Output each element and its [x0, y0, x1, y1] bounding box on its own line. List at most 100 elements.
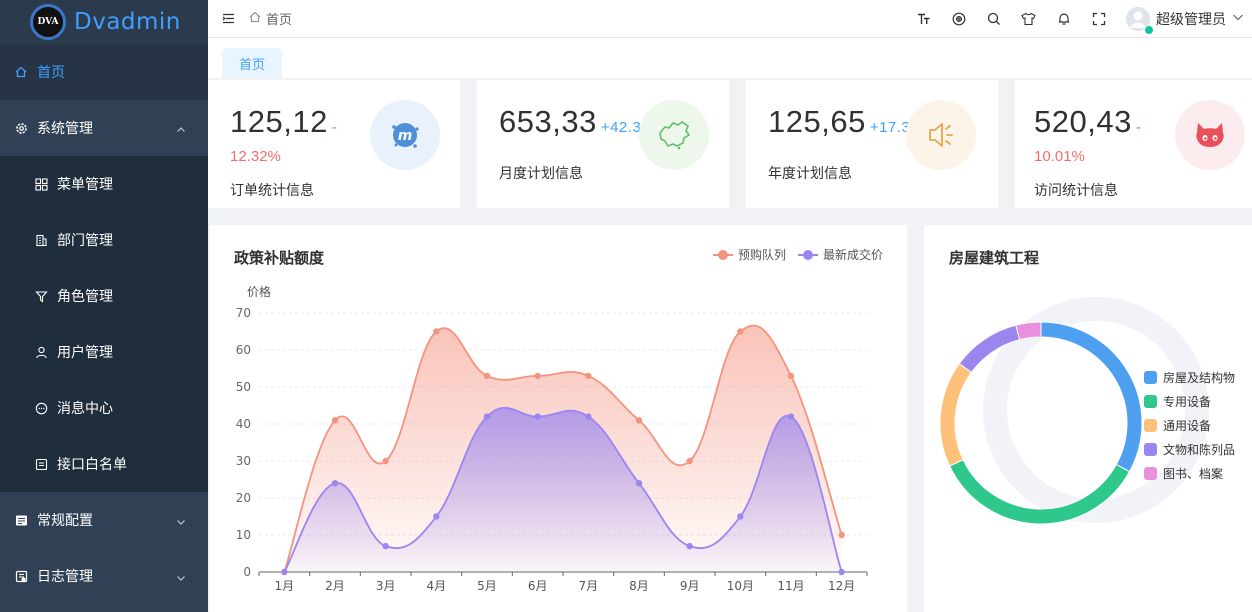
data-point: [483, 372, 491, 380]
legend-item[interactable]: 最新成交价: [797, 246, 883, 263]
y-tick-label: 70: [236, 306, 251, 320]
sidebar-item-label: 系统管理: [37, 120, 93, 136]
pie-legend-item[interactable]: 文物和陈列品: [1144, 437, 1235, 461]
stat-label: 访问统计信息: [1034, 182, 1118, 198]
y-tick-label: 40: [236, 417, 251, 431]
data-point: [737, 328, 744, 335]
data-point: [382, 457, 389, 465]
y-tick-label: 10: [236, 528, 251, 542]
app-name: Dvadmin: [74, 9, 181, 35]
y-tick-label: 50: [236, 380, 251, 394]
stat-delta: +42.32: [600, 119, 651, 136]
sidebar-item-role-manage[interactable]: 角色管理: [0, 268, 208, 324]
y-axis-label: 价格: [247, 284, 271, 299]
pie-legend-item[interactable]: 专用设备: [1144, 389, 1235, 413]
chevron-up-icon: [176, 122, 186, 138]
legend-swatch: [1144, 370, 1157, 384]
sidebar-item-label: 菜单管理: [57, 176, 113, 192]
role-icon: [34, 289, 48, 303]
pie-legend-item[interactable]: 图书、档案: [1144, 461, 1235, 485]
data-point: [585, 413, 592, 420]
chevron-down-icon: [176, 514, 186, 530]
pie-legend-item[interactable]: 通用设备: [1144, 413, 1235, 437]
avatar[interactable]: [1126, 7, 1154, 35]
stat-card-yearly: 125,65 +17.32 年度计划信息: [746, 80, 998, 208]
home-icon: [249, 10, 261, 28]
sidebar-item-home[interactable]: 首页: [0, 44, 208, 100]
tags-view: 首页: [208, 38, 1252, 78]
grid-icon: [34, 177, 48, 191]
stat-label: 订单统计信息: [230, 182, 314, 198]
x-tick-label: 10月: [727, 579, 754, 593]
sidebar-item-system[interactable]: 系统管理: [0, 100, 208, 156]
legend-swatch: [1144, 394, 1157, 408]
chart-title: 房屋建筑工程: [949, 250, 1040, 267]
y-tick-label: 60: [236, 343, 251, 357]
logo-badge: DVA: [30, 4, 66, 40]
x-tick-label: 4月: [427, 579, 447, 593]
donut-chart: [939, 297, 1209, 525]
stat-delta: -: [331, 119, 338, 136]
legend-swatch: [1144, 442, 1157, 456]
legend-item[interactable]: 预购队列: [712, 246, 786, 263]
donut-slice: [939, 362, 973, 467]
legend-label: 预购队列: [737, 248, 786, 262]
donut-slice: [1015, 321, 1042, 341]
data-point: [281, 568, 288, 576]
stat-delta-percent: 10.01%: [1034, 148, 1085, 165]
logo[interactable]: DVA Dvadmin: [0, 0, 208, 44]
sidebar-item-api-whitelist[interactable]: 接口白名单: [0, 436, 208, 492]
legend-label: 房屋及结构物: [1163, 370, 1236, 385]
stat-label: 年度计划信息: [768, 165, 852, 181]
legend-label: 通用设备: [1163, 418, 1212, 433]
stat-delta: -: [1135, 119, 1142, 136]
donut-slice: [1040, 321, 1143, 473]
data-point: [787, 372, 795, 380]
config-icon: [14, 513, 28, 527]
stat-value: 125,65 +17.32: [768, 104, 920, 139]
x-tick-label: 12月: [828, 579, 855, 593]
sidebar-item-config[interactable]: 常规配置: [0, 492, 208, 548]
x-tick-label: 5月: [477, 579, 497, 593]
area-chart: 价格 0 10 20 30 40 50 60 70 1月 2月 3月 4月 5月 6月 7月 8月 9月 10月 11…: [236, 284, 868, 593]
y-tick-label: 30: [236, 454, 251, 468]
sidebar-item-label: 用户管理: [57, 344, 113, 360]
data-point: [331, 417, 339, 424]
bell-icon[interactable]: [1046, 0, 1081, 38]
tab-home[interactable]: 首页: [222, 48, 282, 78]
speaker-icon: [906, 100, 976, 170]
sidebar-item-menu-manage[interactable]: 菜单管理: [0, 156, 208, 212]
chart-title: 政策补贴额度: [234, 250, 325, 267]
sidebar-item-user-manage[interactable]: 用户管理: [0, 324, 208, 380]
data-point: [483, 413, 491, 420]
user-icon: [34, 345, 48, 359]
sidebar-item-label: 首页: [37, 64, 65, 80]
online-status-dot: [1144, 25, 1154, 35]
stat-value: 653,33 +42.32: [499, 104, 651, 139]
data-point: [635, 417, 643, 424]
font-size-icon[interactable]: [906, 0, 941, 38]
series-line: [283, 324, 843, 573]
menu-collapse-icon[interactable]: [222, 12, 235, 25]
theme-icon[interactable]: [1011, 0, 1046, 38]
search-icon[interactable]: [976, 0, 1011, 38]
username[interactable]: 超级管理员: [1156, 11, 1226, 27]
legend-label: 文物和陈列品: [1163, 442, 1236, 457]
chart-panel-building: 房屋建筑工程 房屋及结构物专用设备通用设备文物和陈列品图书、档案: [924, 225, 1252, 612]
pie-legend-item[interactable]: 房屋及结构物: [1144, 365, 1235, 389]
message-icon: [34, 401, 48, 415]
stat-delta-percent: 12.32%: [230, 148, 281, 165]
sidebar-item-message-center[interactable]: 消息中心: [0, 380, 208, 436]
chevron-down-icon: [176, 570, 186, 586]
chevron-down-icon[interactable]: [1232, 10, 1244, 28]
sticker-icon[interactable]: [941, 0, 976, 38]
pie-legend: 房屋及结构物专用设备通用设备文物和陈列品图书、档案: [1144, 365, 1235, 485]
legend-swatch: [1144, 418, 1157, 432]
sidebar-item-log[interactable]: 日志管理: [0, 548, 208, 604]
sidebar-item-dept-manage[interactable]: 部门管理: [0, 212, 208, 268]
y-tick-label: 20: [236, 491, 251, 505]
breadcrumb[interactable]: 首页: [266, 12, 293, 27]
sidebar-item-label: 部门管理: [57, 232, 113, 248]
fullscreen-icon[interactable]: [1081, 0, 1116, 38]
sidebar-item-label: 消息中心: [57, 400, 113, 416]
